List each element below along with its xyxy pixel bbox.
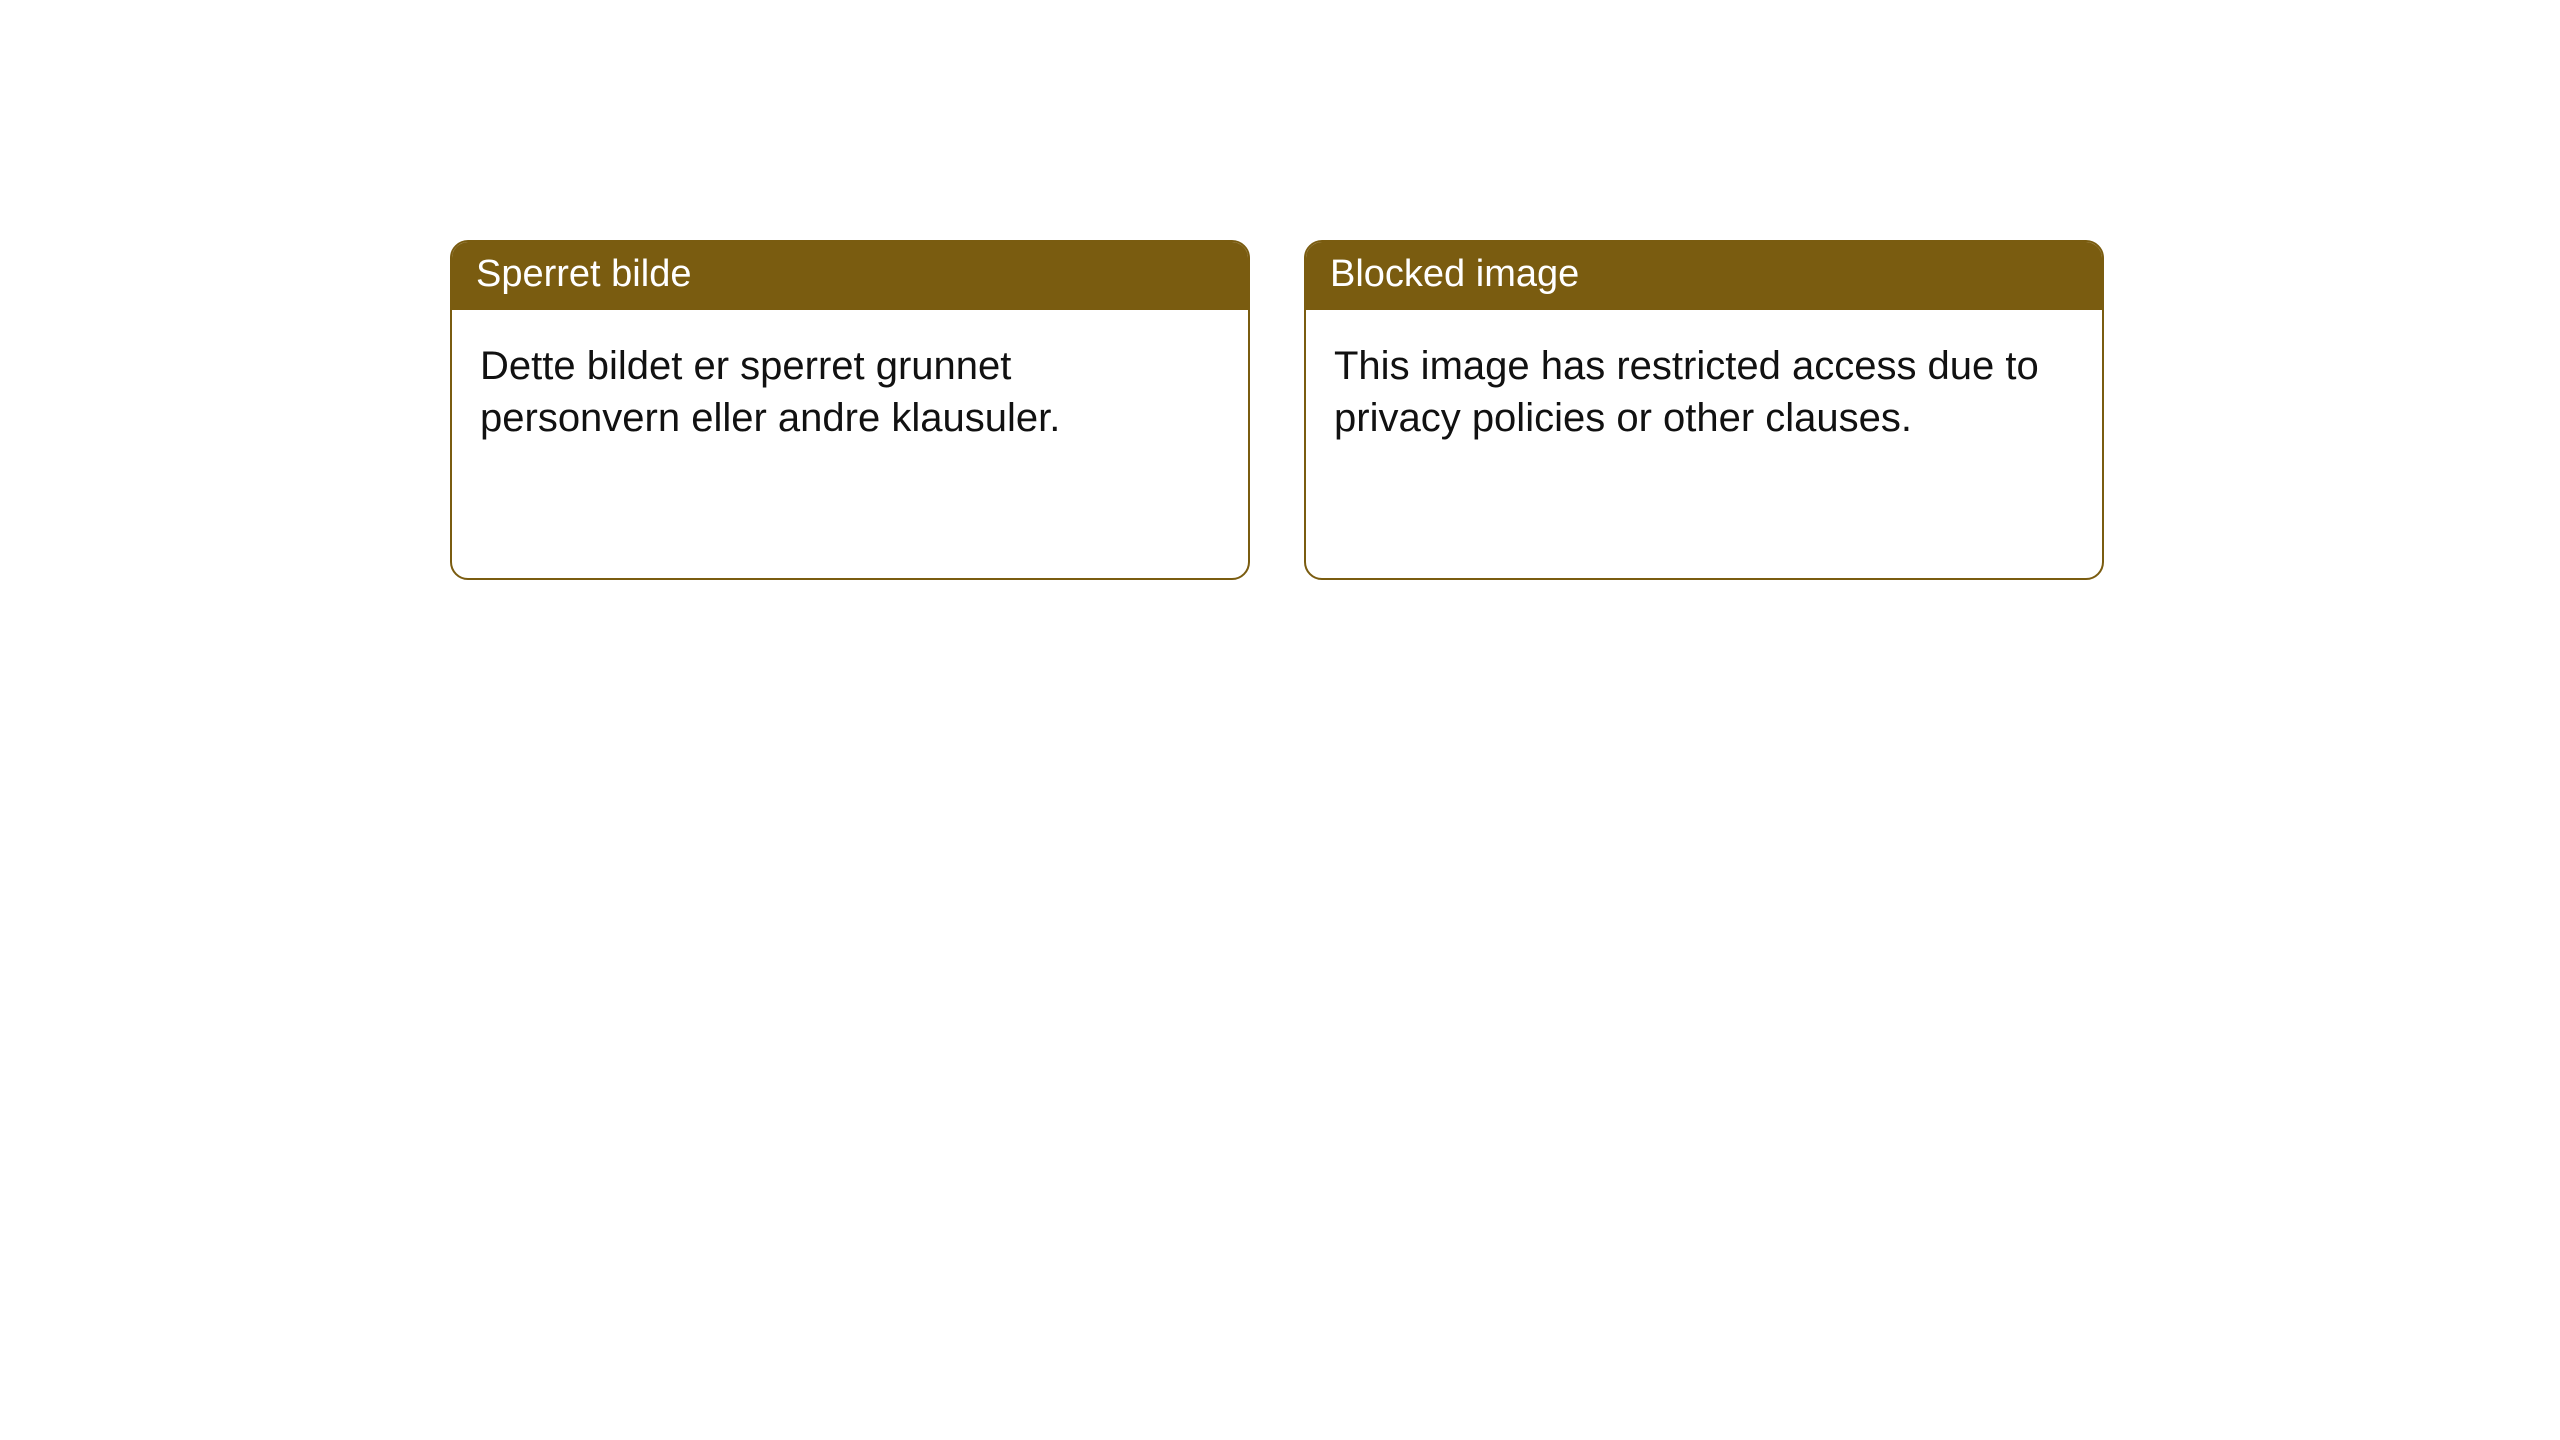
card-header-no: Sperret bilde [452,242,1248,310]
blocked-image-card-en: Blocked image This image has restricted … [1304,240,2104,580]
card-body-en: This image has restricted access due to … [1306,310,2102,474]
notice-container: Sperret bilde Dette bildet er sperret gr… [0,0,2560,580]
blocked-image-card-no: Sperret bilde Dette bildet er sperret gr… [450,240,1250,580]
card-body-no: Dette bildet er sperret grunnet personve… [452,310,1248,474]
card-header-en: Blocked image [1306,242,2102,310]
